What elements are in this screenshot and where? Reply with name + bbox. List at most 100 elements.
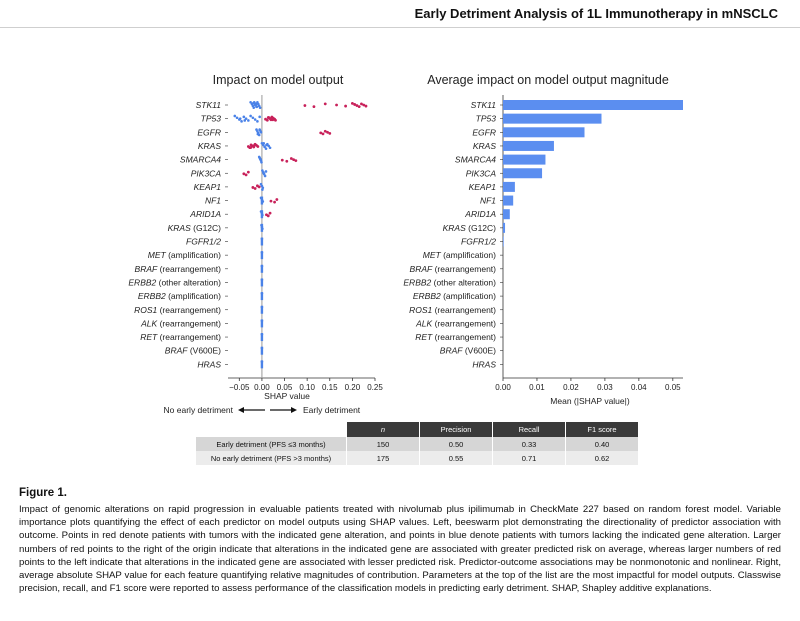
bar-feature-label: ERBB2 (other alteration) xyxy=(403,277,496,287)
beeswarm-feature-label-detail: (G12C) xyxy=(191,223,221,233)
beeswarm-feature-label-gene: RET xyxy=(140,332,158,342)
beeswarm-feature-label: ERBB2 (amplification) xyxy=(138,291,221,301)
beeswarm-point-red xyxy=(274,118,277,122)
beeswarm-point-blue xyxy=(244,117,248,120)
bar xyxy=(503,113,602,124)
beeswarm-feature-label: ROS1 (rearrangement) xyxy=(134,305,221,315)
bar-feature-label-gene: ROS1 xyxy=(409,305,432,315)
beeswarm-feature-label: PIK3CA xyxy=(191,168,222,178)
beeswarm-point-red xyxy=(328,131,332,135)
table-row: Early detriment (PFS ≤3 months) 150 0.50… xyxy=(195,437,638,451)
bar-x-tick-label: 0.00 xyxy=(495,383,511,392)
bar-feature-label-gene: KRAS xyxy=(443,223,466,233)
beeswarm-point-blue xyxy=(249,101,252,104)
table-header-row: n Precision Recall F1 score xyxy=(195,422,638,437)
beeswarm-x-tick-label: −0.05 xyxy=(229,383,250,392)
beeswarm-point-blue xyxy=(264,170,268,173)
table-header-n: n xyxy=(346,422,420,437)
beeswarm-point-blue xyxy=(261,188,264,191)
bar-feature-label-detail: (rearrangement) xyxy=(432,332,496,342)
beeswarm-feature-label: EGFR xyxy=(197,127,221,137)
beeswarm-point-red xyxy=(285,159,289,163)
bar xyxy=(503,127,585,138)
beeswarm-point-blue xyxy=(252,101,256,104)
beeswarm-feature-label-detail: (other alteration) xyxy=(156,277,221,287)
beeswarm-point-red xyxy=(252,145,256,149)
beeswarm-feature-label-detail: (amplification) xyxy=(166,291,221,301)
beeswarm-point-red xyxy=(256,145,260,148)
beeswarm-feature-label-detail: (rearrangement) xyxy=(157,318,221,328)
bar-x-tick-label: 0.04 xyxy=(631,383,647,392)
beeswarm-point-blue xyxy=(260,161,263,164)
bar-feature-label-gene: RET xyxy=(415,332,433,342)
beeswarm-x-tick-label: 0.00 xyxy=(254,383,270,392)
beeswarm-point-blue xyxy=(251,116,255,120)
beeswarm-point-red xyxy=(269,199,273,203)
beeswarm-point-red xyxy=(362,103,366,107)
beeswarm-point-blue xyxy=(258,106,262,109)
figure-caption-body: Impact of genomic alterations on rapid p… xyxy=(19,504,781,595)
cell-n: 175 xyxy=(346,451,420,465)
beeswarm-feature-label-gene: ROS1 xyxy=(134,305,157,315)
row-label: No early detriment (PFS >3 months) xyxy=(195,451,347,465)
beeswarm-x-tick-label: 0.20 xyxy=(345,383,361,392)
beeswarm-x-tick-label: 0.15 xyxy=(322,383,338,392)
beeswarm-point-red xyxy=(319,131,323,135)
beeswarm-point-blue xyxy=(258,128,261,131)
beeswarm-point-red xyxy=(350,101,354,105)
beeswarm-cluster-blue xyxy=(260,333,264,342)
beeswarm-cluster-blue xyxy=(260,360,264,369)
bar xyxy=(503,154,546,165)
figure-panels: Impact on model output Average impact on… xyxy=(128,73,683,415)
table-header-blank xyxy=(195,422,347,437)
beeswarm-point-blue xyxy=(267,144,271,148)
beeswarm-feature-label: HRAS xyxy=(197,359,221,369)
beeswarm-point-blue xyxy=(235,116,239,120)
beeswarm-point-red xyxy=(280,158,284,162)
bar-feature-label: ARID1A xyxy=(464,209,496,219)
beeswarm-cluster-blue xyxy=(260,292,264,301)
cell-f1: 0.62 xyxy=(565,451,638,465)
beeswarm-point-red xyxy=(344,104,347,108)
beeswarm-point-red xyxy=(289,157,293,160)
bar xyxy=(503,236,504,247)
beeswarm-point-blue xyxy=(254,102,258,106)
bar-feature-label-gene: BRAF xyxy=(410,264,433,274)
beeswarm-cluster-blue xyxy=(260,319,264,328)
beeswarm-point-blue xyxy=(242,115,246,119)
beeswarm-point-red xyxy=(266,116,270,119)
beeswarm-point-blue xyxy=(259,158,262,161)
beeswarm-cluster-blue xyxy=(260,346,264,355)
beeswarm-feature-label-gene: KRAS xyxy=(168,223,191,233)
beeswarm-feature-label: STK11 xyxy=(196,100,222,110)
beeswarm-feature-label: KRAS xyxy=(198,141,221,151)
beeswarm-point-blue xyxy=(256,120,259,123)
beeswarm-point-red xyxy=(268,211,272,215)
beeswarm-point-blue xyxy=(259,131,263,134)
bar-x-tick-label: 0.03 xyxy=(597,383,613,392)
bar-feature-label-gene: ALK xyxy=(415,318,432,328)
beeswarm-point-blue xyxy=(260,141,264,145)
bar-feature-label: MET (amplification) xyxy=(423,250,496,260)
bar-feature-label: ROS1 (rearrangement) xyxy=(409,305,496,315)
beeswarm-point-red xyxy=(275,198,279,201)
bar xyxy=(503,181,515,192)
beeswarm-x-tick-label: 0.05 xyxy=(277,383,293,392)
beeswarm-point-red xyxy=(269,117,272,121)
bar-chart-title: Average impact on model output magnitude xyxy=(427,73,669,87)
bar-feature-label-gene: ERBB2 xyxy=(413,291,441,301)
table-header-precision: Precision xyxy=(419,422,493,437)
bar-feature-label: KRAS xyxy=(473,141,496,151)
beeswarm-point-blue xyxy=(262,141,266,145)
beeswarm-point-blue xyxy=(264,147,268,150)
bar-x-tick-label: 0.02 xyxy=(563,383,579,392)
bar xyxy=(503,140,554,151)
beeswarm-feature-label: ALK (rearrangement) xyxy=(140,318,221,328)
beeswarm-feature-label-detail: (amplification) xyxy=(166,250,221,260)
beeswarm-feature-label: KEAP1 xyxy=(194,182,222,192)
beeswarm-point-blue xyxy=(247,119,250,122)
figure-caption-title: Figure 1. xyxy=(19,487,67,499)
beeswarm-point-blue xyxy=(253,118,257,121)
beeswarm-feature-label-gene: BRAF xyxy=(135,264,158,274)
beeswarm-point-blue xyxy=(258,115,261,119)
